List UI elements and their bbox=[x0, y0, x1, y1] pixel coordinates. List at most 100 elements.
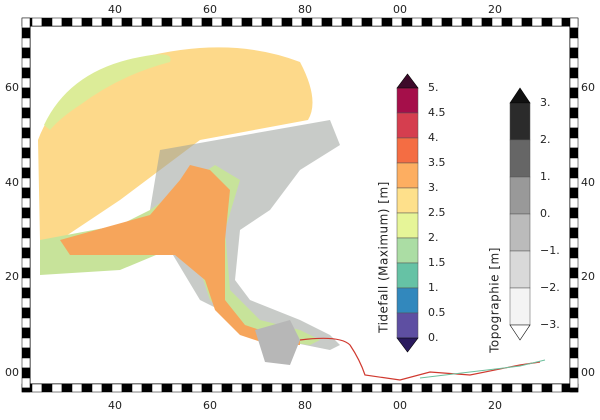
frame-segment bbox=[569, 167, 579, 179]
frame-segment bbox=[401, 17, 413, 27]
frame-segment bbox=[431, 17, 443, 27]
frame-segment bbox=[531, 17, 543, 27]
frame-segment bbox=[531, 383, 543, 393]
colorbar-tip bbox=[509, 324, 531, 341]
estuary-basin bbox=[255, 320, 300, 365]
frame-segment bbox=[21, 337, 31, 349]
frame-segment bbox=[21, 247, 31, 259]
frame-segment bbox=[21, 367, 31, 379]
frame-segment bbox=[121, 383, 133, 393]
frame-segment bbox=[521, 383, 533, 393]
frame-label: 40 bbox=[5, 176, 19, 189]
frame-segment bbox=[511, 383, 523, 393]
frame-segment bbox=[569, 137, 579, 149]
colorbar-label: −1. bbox=[540, 244, 560, 257]
colorbar-segment bbox=[396, 212, 419, 239]
frame-segment bbox=[569, 227, 579, 239]
map-area bbox=[38, 47, 546, 381]
frame-label: 60 bbox=[203, 399, 217, 412]
frame-segment bbox=[141, 383, 153, 393]
frame-segment bbox=[171, 17, 183, 27]
frame-segment bbox=[569, 237, 579, 249]
frame-segment bbox=[241, 383, 253, 393]
frame-segment bbox=[341, 17, 353, 27]
frame-segment bbox=[21, 287, 31, 299]
frame-segment bbox=[21, 157, 31, 169]
frame-label: 20 bbox=[5, 270, 19, 283]
frame-segment bbox=[141, 17, 153, 27]
frame-segment bbox=[511, 17, 523, 27]
frame-segment bbox=[569, 77, 579, 89]
frame-segment bbox=[569, 127, 579, 139]
colorbar-segment bbox=[396, 112, 419, 139]
frame-segment bbox=[51, 17, 63, 27]
colorbar-label: 0. bbox=[540, 207, 551, 220]
frame-segment bbox=[569, 217, 579, 229]
frame-segment bbox=[421, 383, 433, 393]
frame-segment bbox=[569, 357, 579, 369]
frame-label: 60 bbox=[5, 81, 19, 94]
frame-segment bbox=[21, 357, 31, 369]
frame-segment bbox=[241, 17, 253, 27]
colorbar-tip bbox=[396, 73, 419, 89]
frame-segment bbox=[569, 27, 579, 39]
frame-segment bbox=[151, 383, 163, 393]
colorbar-label: 0.5 bbox=[428, 306, 446, 319]
frame-segment bbox=[321, 383, 333, 393]
frame-segment bbox=[551, 383, 563, 393]
frame-segment bbox=[541, 383, 553, 393]
frame-segment bbox=[351, 383, 363, 393]
frame-label: 20 bbox=[581, 270, 595, 283]
frame-segment bbox=[569, 327, 579, 339]
frame-segment bbox=[569, 287, 579, 299]
colorbar-label: 3.5 bbox=[428, 156, 446, 169]
frame-segment bbox=[61, 383, 73, 393]
frame-segment bbox=[181, 383, 193, 393]
frame-segment bbox=[569, 387, 579, 393]
colorbar-segment bbox=[396, 312, 419, 339]
colorbar-title: Tidefall (Maximum) [m] bbox=[377, 181, 391, 334]
frame-segment bbox=[569, 207, 579, 219]
frame-segment bbox=[569, 47, 579, 59]
frame-segment bbox=[21, 17, 31, 29]
frame-segment bbox=[361, 17, 373, 27]
frame-segment bbox=[361, 383, 373, 393]
frame-segment bbox=[371, 17, 383, 27]
frame-segment bbox=[391, 17, 403, 27]
frame-segment bbox=[569, 267, 579, 279]
colorbar-tip bbox=[396, 337, 419, 353]
colorbar-label: 5. bbox=[428, 81, 439, 94]
frame-label: 00 bbox=[393, 3, 407, 16]
frame-segment bbox=[331, 383, 343, 393]
frame-segment bbox=[569, 67, 579, 79]
frame-segment bbox=[391, 383, 403, 393]
frame-segment bbox=[569, 247, 579, 259]
frame-segment bbox=[351, 17, 363, 27]
frame-segment bbox=[161, 383, 173, 393]
frame-segment bbox=[221, 17, 233, 27]
frame-segment bbox=[201, 383, 213, 393]
tide-zone-yellow bbox=[38, 47, 313, 240]
frame-segment bbox=[371, 383, 383, 393]
frame-segment bbox=[21, 327, 31, 339]
frame-segment bbox=[21, 127, 31, 139]
frame-segment bbox=[191, 17, 203, 27]
frame-label: 40 bbox=[108, 399, 122, 412]
frame-segment bbox=[21, 87, 31, 99]
frame-segment bbox=[231, 17, 243, 27]
frame-segment bbox=[569, 257, 579, 269]
colorbar-tip bbox=[509, 87, 531, 104]
frame-segment bbox=[161, 17, 173, 27]
frame-segment bbox=[569, 57, 579, 69]
frame-segment bbox=[461, 17, 473, 27]
frame-segment bbox=[331, 17, 343, 27]
frame-segment bbox=[569, 277, 579, 289]
frame-segment bbox=[71, 17, 83, 27]
frame-label: 00 bbox=[393, 399, 407, 412]
frame-segment bbox=[121, 17, 133, 27]
frame-segment bbox=[21, 67, 31, 79]
colorbar-segment bbox=[396, 162, 419, 189]
frame-segment bbox=[21, 297, 31, 309]
frame-segment bbox=[301, 383, 313, 393]
